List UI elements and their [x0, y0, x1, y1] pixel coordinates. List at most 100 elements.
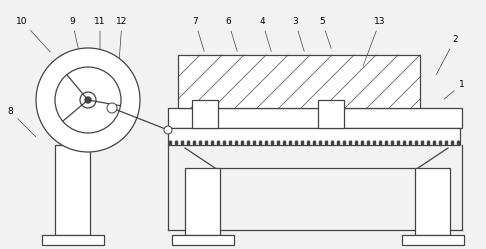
Circle shape	[355, 141, 358, 143]
Bar	[172, 235, 234, 245]
Circle shape	[439, 143, 442, 145]
Circle shape	[181, 141, 184, 143]
Text: 9: 9	[69, 16, 81, 61]
Circle shape	[409, 143, 412, 145]
Circle shape	[211, 141, 214, 143]
Circle shape	[289, 141, 292, 143]
Circle shape	[295, 141, 297, 143]
Circle shape	[188, 143, 190, 145]
Circle shape	[235, 143, 238, 145]
Circle shape	[242, 143, 243, 145]
Circle shape	[199, 141, 202, 143]
Circle shape	[260, 141, 261, 143]
Circle shape	[451, 141, 453, 143]
Circle shape	[170, 143, 172, 145]
Circle shape	[319, 143, 322, 145]
Circle shape	[278, 143, 279, 145]
Circle shape	[398, 143, 399, 145]
Circle shape	[188, 141, 190, 143]
Bar	[168, 108, 462, 128]
Circle shape	[199, 143, 202, 145]
Circle shape	[265, 143, 268, 145]
Circle shape	[295, 143, 297, 145]
Text: 7: 7	[192, 16, 204, 51]
Text: 4: 4	[259, 16, 271, 51]
Circle shape	[313, 143, 315, 145]
Circle shape	[385, 143, 388, 145]
Circle shape	[235, 141, 238, 143]
Circle shape	[326, 143, 328, 145]
Circle shape	[349, 143, 351, 145]
Circle shape	[181, 143, 184, 145]
Circle shape	[283, 141, 286, 143]
Circle shape	[403, 143, 406, 145]
Circle shape	[326, 141, 328, 143]
Circle shape	[398, 141, 399, 143]
Bar	[192, 100, 218, 128]
Circle shape	[217, 141, 220, 143]
Circle shape	[224, 143, 226, 145]
Bar	[55, 145, 90, 235]
Circle shape	[107, 103, 117, 113]
Circle shape	[434, 143, 435, 145]
Circle shape	[445, 143, 448, 145]
Text: 10: 10	[16, 16, 50, 52]
Circle shape	[355, 143, 358, 145]
Circle shape	[367, 141, 369, 143]
Circle shape	[85, 97, 91, 103]
Circle shape	[457, 143, 460, 145]
Circle shape	[206, 141, 208, 143]
Circle shape	[331, 141, 333, 143]
Text: 3: 3	[292, 16, 304, 51]
Circle shape	[217, 143, 220, 145]
Circle shape	[349, 141, 351, 143]
Circle shape	[373, 143, 376, 145]
Circle shape	[421, 141, 424, 143]
Circle shape	[427, 143, 430, 145]
Circle shape	[416, 141, 417, 143]
Circle shape	[260, 143, 261, 145]
Circle shape	[55, 67, 121, 133]
Circle shape	[331, 143, 333, 145]
Circle shape	[451, 143, 453, 145]
Circle shape	[170, 141, 172, 143]
Text: 5: 5	[319, 16, 331, 48]
Circle shape	[344, 141, 346, 143]
Circle shape	[193, 141, 195, 143]
Circle shape	[301, 141, 304, 143]
Bar	[178, 55, 420, 108]
Circle shape	[211, 143, 214, 145]
Circle shape	[278, 141, 279, 143]
Circle shape	[337, 143, 340, 145]
Circle shape	[253, 143, 256, 145]
Circle shape	[308, 141, 310, 143]
Circle shape	[362, 141, 364, 143]
Circle shape	[247, 143, 250, 145]
Circle shape	[313, 141, 315, 143]
Text: 12: 12	[116, 16, 128, 74]
Text: 6: 6	[225, 16, 237, 51]
Circle shape	[301, 143, 304, 145]
Circle shape	[247, 141, 250, 143]
Circle shape	[175, 143, 177, 145]
Circle shape	[427, 141, 430, 143]
Circle shape	[229, 143, 232, 145]
Circle shape	[36, 48, 140, 152]
Circle shape	[164, 126, 172, 134]
Circle shape	[80, 92, 96, 108]
Text: 11: 11	[94, 16, 106, 68]
Bar	[402, 235, 464, 245]
Circle shape	[416, 143, 417, 145]
Bar	[168, 128, 460, 145]
Circle shape	[224, 141, 226, 143]
Circle shape	[308, 143, 310, 145]
Circle shape	[271, 143, 274, 145]
Bar	[42, 235, 104, 245]
Circle shape	[457, 141, 460, 143]
Circle shape	[206, 143, 208, 145]
Circle shape	[445, 141, 448, 143]
Circle shape	[271, 141, 274, 143]
Circle shape	[193, 143, 195, 145]
Circle shape	[373, 141, 376, 143]
Circle shape	[380, 141, 382, 143]
